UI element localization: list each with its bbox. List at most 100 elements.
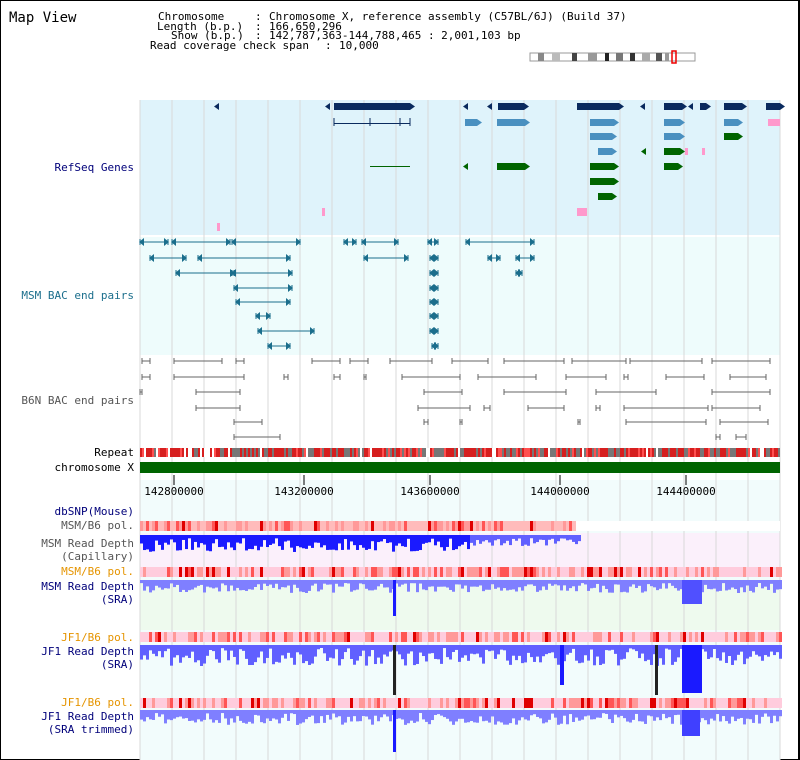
msm-sra-depth-bar xyxy=(305,580,308,593)
jf1-b6-pol-trimmed xyxy=(218,698,221,708)
jf1-sra-depth-bar xyxy=(617,645,620,666)
jf1-sra-depth-bar xyxy=(629,645,632,649)
jf1-trimmed-depth-bar xyxy=(758,710,761,724)
chromosome-bar xyxy=(140,462,780,473)
msm-b6-pol-capillary xyxy=(479,521,482,531)
jf1-trimmed-depth-bar xyxy=(746,710,749,719)
msm-b6-pol-sra xyxy=(317,567,320,577)
repeat-element xyxy=(590,448,592,457)
repeat-element xyxy=(466,448,468,457)
track-label-msm-depth-capillary[interactable]: MSM Read Depth xyxy=(41,537,134,550)
msm-b6-pol-sra xyxy=(545,567,548,577)
jf1-trimmed-depth-bar xyxy=(518,710,521,721)
repeat-element xyxy=(714,448,716,457)
msm-b6-pol-sra xyxy=(398,567,401,577)
jf1-sra-depth-bar xyxy=(551,645,554,653)
jf1-b6-pol-trimmed xyxy=(221,698,224,708)
jf1-trimmed-depth-bar xyxy=(566,710,569,725)
jf1-b6-pol-sra xyxy=(296,632,299,642)
track-label-msm-bac[interactable]: MSM BAC end pairs xyxy=(21,289,134,302)
bac-end-marker xyxy=(429,284,434,292)
jf1-b6-pol-sra xyxy=(620,632,623,642)
jf1-trimmed-depth-bar xyxy=(158,710,161,717)
msm-b6-pol-sra xyxy=(602,567,605,577)
msm-b6-pol-capillary xyxy=(221,521,224,531)
track-label-repeat[interactable]: Repeat xyxy=(94,446,134,459)
jf1-trimmed-depth-bar xyxy=(614,710,617,715)
jf1-b6-pol-sra xyxy=(458,632,461,642)
msm-b6-pol-sra xyxy=(308,567,311,577)
repeat-element xyxy=(522,448,524,457)
jf1-b6-pol-sra xyxy=(617,632,620,642)
track-label-jf1-b6-pol[interactable]: JF1/B6 pol. xyxy=(61,631,134,644)
repeat-element xyxy=(736,448,738,457)
track-label-dbsnp[interactable]: dbSNP(Mouse) xyxy=(54,505,134,518)
repeat-element xyxy=(314,448,316,457)
track-label-jf1-depth-trimmed[interactable]: JF1 Read Depth xyxy=(41,710,134,723)
jf1-trimmed-depth-bar xyxy=(521,710,524,718)
msm-sra-depth-bar xyxy=(203,580,206,593)
jf1-sra-depth-bar xyxy=(485,645,488,650)
jf1-b6-pol-trimmed xyxy=(497,698,500,708)
msm-b6-pol-sra xyxy=(776,567,779,577)
msm-sra-depth-bar xyxy=(293,580,296,585)
track-label-jf1-b6-pol-2[interactable]: JF1/B6 pol. xyxy=(61,696,134,709)
jf1-sra-depth-bar xyxy=(578,645,581,664)
repeat-element xyxy=(494,448,496,457)
repeat-element xyxy=(362,448,364,457)
repeat-element xyxy=(602,448,604,457)
jf1-sra-depth-bar xyxy=(422,645,425,657)
repeat-element xyxy=(190,448,192,457)
msm-sra-depth-bar xyxy=(248,580,251,590)
msm-b6-pol-sra xyxy=(224,567,227,577)
msm-b6-pol-sra xyxy=(392,567,395,577)
repeat-element xyxy=(504,448,506,457)
msm-sra-depth-bar xyxy=(515,580,518,592)
info-colon: : xyxy=(255,20,269,33)
jf1-b6-pol-trimmed xyxy=(656,698,659,708)
jf1-b6-pol-trimmed xyxy=(563,698,566,708)
jf1-trimmed-depth-bar xyxy=(251,710,254,724)
msm-b6-pol-sra xyxy=(773,567,776,577)
jf1-sra-depth-bar xyxy=(347,645,350,649)
repeat-element xyxy=(312,448,314,457)
jf1-b6-pol-sra xyxy=(428,632,431,642)
jf1-trimmed-depth-peak xyxy=(682,710,700,736)
jf1-b6-pol-sra xyxy=(698,632,701,642)
track-label-refseq[interactable]: RefSeq Genes xyxy=(54,161,134,174)
repeat-element xyxy=(340,448,342,457)
gene-strand-arrow xyxy=(640,103,645,110)
bac-end-marker xyxy=(257,327,262,335)
track-label-chromosome[interactable]: chromosome X xyxy=(54,461,134,474)
jf1-b6-pol-sra xyxy=(689,632,692,642)
msm-b6-pol-sra xyxy=(296,567,299,577)
msm-b6-pol-capillary xyxy=(569,521,572,531)
repeat-element xyxy=(302,448,304,457)
gene-strand-arrow xyxy=(706,103,711,110)
jf1-sra-depth-bar xyxy=(341,645,344,660)
jf1-trimmed-depth-bar xyxy=(590,710,593,720)
repeat-element xyxy=(720,448,722,457)
repeat-element xyxy=(516,448,518,457)
jf1-b6-pol-trimmed xyxy=(446,698,449,708)
msm-b6-pol-capillary xyxy=(224,521,227,531)
track-label-jf1-depth-sra[interactable]: JF1 Read Depth xyxy=(41,645,134,658)
jf1-sra-depth-bar xyxy=(167,645,170,649)
msm-b6-pol-sra xyxy=(737,567,740,577)
msm-sra-depth-peak xyxy=(393,580,396,616)
jf1-b6-pol-trimmed xyxy=(239,698,242,708)
jf1-sra-depth-bar xyxy=(614,645,617,654)
track-label-msm-depth-sra[interactable]: MSM Read Depth xyxy=(41,580,134,593)
jf1-b6-pol-sra xyxy=(413,632,416,642)
track-label-msm-b6-pol[interactable]: MSM/B6 pol. xyxy=(61,519,134,532)
msm-b6-pol-sra xyxy=(236,567,239,577)
msm-sra-depth-bar xyxy=(653,580,656,588)
msm-b6-pol-sra xyxy=(752,567,755,577)
msm-b6-pol-capillary xyxy=(440,521,443,531)
track-label-b6n-bac[interactable]: B6N BAC end pairs xyxy=(21,394,134,407)
msm-b6-pol-sra xyxy=(698,567,701,577)
track-label-msm-b6-pol-2[interactable]: MSM/B6 pol. xyxy=(61,565,134,578)
jf1-trimmed-depth-bar xyxy=(443,710,446,718)
jf1-trimmed-depth-bar xyxy=(185,710,188,719)
